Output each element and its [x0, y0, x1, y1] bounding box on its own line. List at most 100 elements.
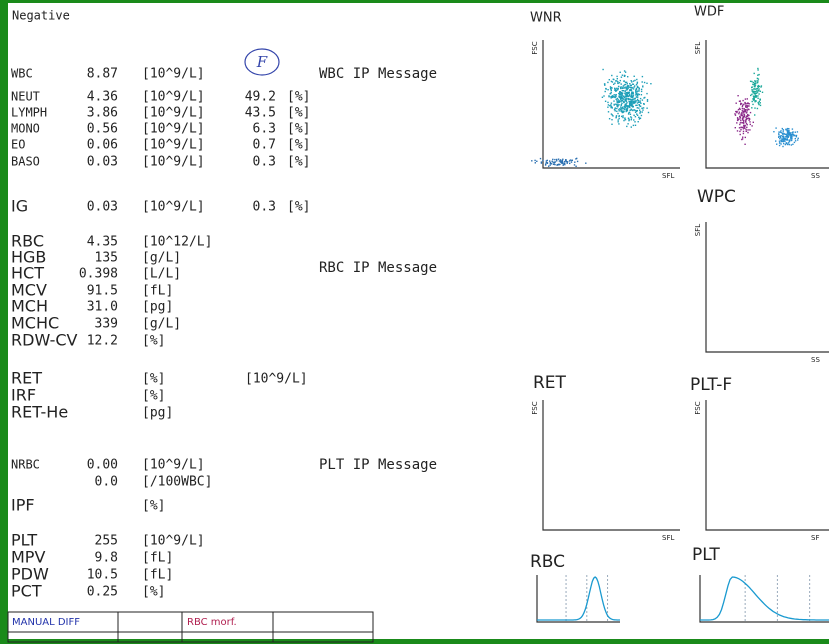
scatter-dot [643, 81, 646, 84]
scatter-dot [793, 141, 796, 144]
scatter-dot [620, 86, 622, 88]
scatter-dot [630, 126, 632, 128]
scatter-dot [745, 116, 747, 119]
scatter-dot [552, 161, 554, 163]
scatter-dot [635, 94, 637, 96]
scatter-dot [749, 129, 751, 131]
scatter-dot [534, 162, 536, 164]
scatter-dot [791, 134, 793, 136]
scatter-dot [608, 118, 611, 120]
result-unit: [%] [142, 389, 165, 404]
scatter-dot [619, 98, 622, 100]
scatter-dot [788, 142, 790, 144]
scatter-dot [634, 121, 636, 123]
scatter-dot [736, 122, 738, 124]
scatter-dot [633, 101, 635, 103]
scatter-dot [794, 134, 796, 137]
scatter-dot [740, 126, 742, 129]
scatter-dot [636, 114, 639, 116]
scatter-dot [531, 160, 533, 162]
scatter-dot [747, 131, 749, 134]
plot-y-label: FSC [531, 401, 539, 414]
scatter-dot [781, 140, 783, 142]
scatter-dot [632, 96, 634, 99]
result-value: 9.8 [95, 551, 118, 566]
table-cell: MANUAL DIFF [12, 617, 80, 628]
result-label: EO [11, 138, 25, 152]
scatter-dot [791, 135, 793, 137]
scatter-dot [630, 100, 632, 102]
scatter-dot [540, 161, 543, 163]
scatter-dot [607, 104, 610, 106]
scatter-dot [745, 122, 748, 125]
scatter-dot [571, 159, 573, 162]
scatter-dot [624, 90, 626, 92]
scatter-dot [561, 159, 564, 162]
scatter-dot [759, 90, 761, 92]
scatter-dot [751, 93, 753, 96]
scatter-dot [646, 82, 648, 84]
scatter-dot [759, 104, 762, 107]
scatter-dot [610, 97, 612, 99]
result-value: 31.0 [87, 300, 118, 315]
scatter-dot [780, 130, 782, 132]
scatter-dot [633, 86, 635, 88]
scatter-dot [616, 100, 618, 102]
scatter-dot [793, 135, 795, 137]
result-percent: 0.7 [253, 138, 276, 153]
scatter-dot [559, 159, 562, 161]
scatter-dot [631, 95, 634, 98]
scatter-dot [611, 106, 613, 108]
result-unit: [10^9/L] [142, 67, 205, 82]
scatter-dot [620, 108, 622, 111]
plot-title: PLT [692, 545, 720, 565]
scatter-dot [624, 86, 626, 89]
scatter-dot [630, 89, 632, 92]
scatter-dot [585, 162, 587, 164]
scatter-dot [627, 104, 629, 107]
scatter-dot [740, 113, 742, 115]
scatter-dot [755, 96, 758, 98]
scatter-dot [612, 78, 614, 80]
scatter-dot [636, 100, 638, 102]
scatter-dot [621, 95, 624, 97]
scatter-dot [557, 163, 560, 166]
scatter-dot [744, 127, 746, 129]
scatter-dot [636, 104, 638, 106]
scatter-dot [626, 109, 628, 111]
plot-axes [542, 400, 680, 531]
scatter-dot [565, 160, 568, 163]
scatter-dot [627, 91, 629, 94]
scatter-dot [795, 134, 798, 137]
scatter-dot [610, 113, 613, 115]
scatter-dot [545, 160, 548, 162]
scatter-dot [609, 87, 612, 90]
scatter-dot [563, 163, 565, 165]
scatter-dot [617, 81, 619, 83]
scatter-dot [612, 115, 614, 117]
scatter-dot [636, 78, 638, 81]
scatter-dot [734, 114, 737, 116]
scatter-dot [626, 92, 628, 94]
scatter-dot [644, 96, 646, 99]
scatter-dot [749, 111, 752, 114]
scatter-dot [754, 94, 757, 97]
result-value: 0.25 [87, 585, 118, 600]
result-value: 0.398 [79, 267, 118, 282]
result-label: RET-He [11, 403, 68, 422]
scatter-dot [636, 102, 639, 104]
scatter-dot [734, 113, 736, 115]
scatter-dot [788, 140, 791, 143]
scatter-dot [630, 104, 632, 106]
scatter-dot [746, 98, 748, 100]
result-label: RET [11, 369, 42, 388]
scatter-dot [787, 136, 790, 138]
scatter-dot [620, 110, 622, 112]
scatter-dot [635, 92, 638, 95]
scatter-dot [554, 163, 556, 166]
result-unit: [/100WBC] [142, 475, 212, 490]
scatter-dot [630, 96, 632, 98]
plot-axes [536, 575, 620, 623]
scatter-dot [745, 109, 747, 111]
scatter-dot [639, 109, 641, 111]
